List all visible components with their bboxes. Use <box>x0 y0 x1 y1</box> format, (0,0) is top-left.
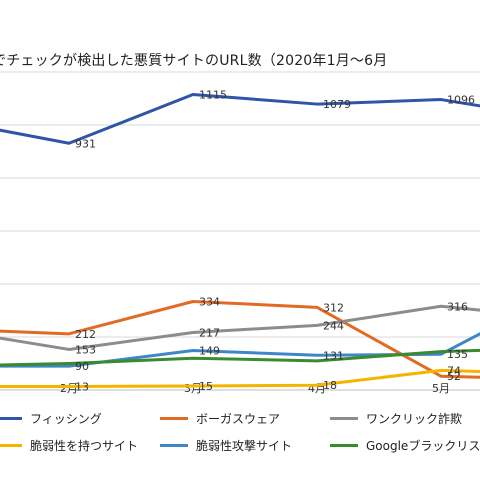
legend-swatch <box>160 444 188 447</box>
legend-item-google-blacklist: Googleブラックリス <box>330 437 480 454</box>
data-label: 217 <box>199 326 220 339</box>
series-line <box>0 332 480 368</box>
data-label: 13 <box>75 381 89 394</box>
data-label: 212 <box>75 328 96 341</box>
legend-label: ボーガスウェア <box>196 412 281 426</box>
legend-label: Googleブラックリス <box>366 439 480 453</box>
legend-item-exploit: 脆弱性攻撃サイト <box>160 437 292 454</box>
data-label: 18 <box>323 379 337 392</box>
legend-item-oneclick: ワンクリック詐欺 <box>330 410 462 427</box>
legend-swatch <box>0 417 22 420</box>
legend-swatch <box>0 444 22 447</box>
legend-label: ワンクリック詐欺 <box>366 412 463 426</box>
legend-item-bogusware: ボーガスウェア <box>160 410 280 427</box>
data-label: 74 <box>447 364 461 377</box>
data-label: 131 <box>323 349 344 362</box>
x-tick-label: 5月 <box>432 382 450 395</box>
data-label: 1079 <box>323 98 351 111</box>
legend-swatch <box>330 417 358 420</box>
series-line <box>0 348 480 367</box>
legend-label: フィッシング <box>30 412 102 426</box>
data-label: 312 <box>323 301 344 314</box>
data-label: 316 <box>447 300 468 313</box>
data-label: 1115 <box>199 89 227 102</box>
data-label: 1096 <box>447 94 475 107</box>
legend-label: 脆弱性を持つサイト <box>30 439 139 453</box>
data-label: 90 <box>75 360 89 373</box>
series-line <box>0 368 480 389</box>
data-label: 135 <box>447 348 468 361</box>
data-label: 15 <box>199 380 213 393</box>
data-label: 153 <box>75 343 96 356</box>
chart-title: でチェックが検出した悪質サイトのURL数（2020年1月～6月 <box>0 53 388 69</box>
data-label: 149 <box>199 345 220 358</box>
legend-item-vulnerable: 脆弱性を持つサイト <box>0 437 138 454</box>
data-label: 931 <box>75 137 96 150</box>
data-label: 334 <box>199 295 220 308</box>
legend-swatch <box>160 417 188 420</box>
legend-item-phishing: フィッシング <box>0 410 102 427</box>
legend-swatch <box>330 444 358 447</box>
data-label: 244 <box>323 319 344 332</box>
data-label: 52 <box>447 370 461 383</box>
series-line <box>0 93 480 145</box>
series-line <box>0 304 480 351</box>
series-line <box>0 299 480 379</box>
legend-label: 脆弱性攻撃サイト <box>196 439 293 453</box>
